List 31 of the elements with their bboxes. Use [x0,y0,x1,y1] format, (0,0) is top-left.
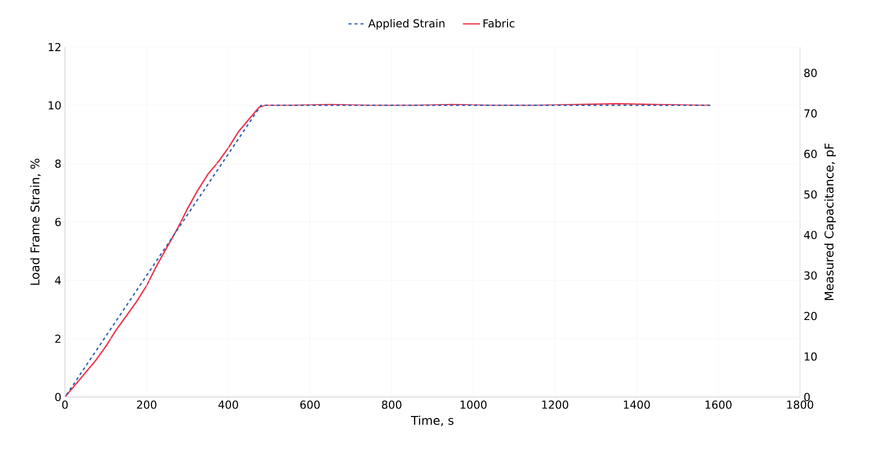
y2-tick-label: 30 [804,271,817,280]
x-tick-label: 400 [218,400,238,409]
y-tick-label: 0 [55,392,61,402]
x-tick-label: 1200 [542,400,568,409]
y-tick-label: 4 [55,276,61,284]
y2-tick-label: 70 [804,109,817,118]
x-axis-title: Time, s [410,416,454,426]
y-tick-label: 6 [55,218,61,226]
legend-label: Applied Strain [368,18,444,30]
y2-tick-label: 10 [804,352,817,361]
y2-tick-label: 20 [804,312,817,320]
x-tick-label: 1800 [787,400,814,409]
legend-label: Fabric [484,18,514,28]
y2-tick-label: 40 [804,230,817,240]
x-tick-label: 1000 [460,400,487,409]
y2-tick-label: 60 [804,150,817,158]
x-tick-label: 1600 [706,400,732,409]
x-tick-label: 600 [300,400,320,409]
y2-tick-label: 50 [804,190,817,199]
x-tick-label: 800 [382,400,402,409]
x-tick-label: 200 [137,400,156,409]
x-tick-label: 1400 [624,400,650,409]
x-tick-label: 0 [62,400,68,409]
y-tick-label: 8 [55,160,61,168]
y-tick-label: 2 [55,334,60,343]
y-tick-label: 10 [48,101,61,110]
y2-tick-label: 0 [804,392,810,402]
y-tick-label: 12 [48,42,60,52]
y2-axis-title: Measured Capacitance, pF [824,144,836,300]
y-axis-title: Load Frame Strain, % [30,158,41,285]
y2-tick-label: 80 [804,68,817,78]
